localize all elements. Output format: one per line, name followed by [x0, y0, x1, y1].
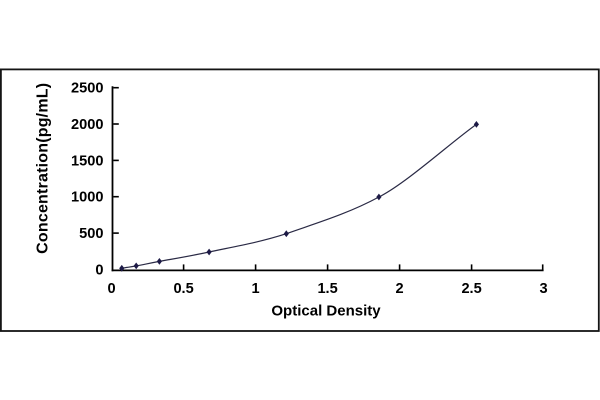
svg-text:0: 0 — [108, 281, 116, 297]
svg-text:2000: 2000 — [71, 117, 103, 133]
svg-text:3: 3 — [540, 281, 548, 297]
svg-text:1: 1 — [252, 281, 260, 297]
svg-text:Concentration(pg/mL): Concentration(pg/mL) — [35, 83, 52, 254]
svg-text:0: 0 — [95, 262, 103, 278]
svg-text:1.5: 1.5 — [317, 281, 337, 297]
svg-text:1500: 1500 — [71, 153, 103, 169]
svg-text:500: 500 — [79, 226, 103, 242]
svg-text:1000: 1000 — [71, 190, 103, 206]
svg-text:2: 2 — [396, 281, 404, 297]
svg-text:2.5: 2.5 — [461, 281, 481, 297]
svg-text:Optical Density: Optical Density — [271, 303, 381, 320]
svg-text:0.5: 0.5 — [173, 281, 193, 297]
svg-text:2500: 2500 — [71, 81, 103, 97]
